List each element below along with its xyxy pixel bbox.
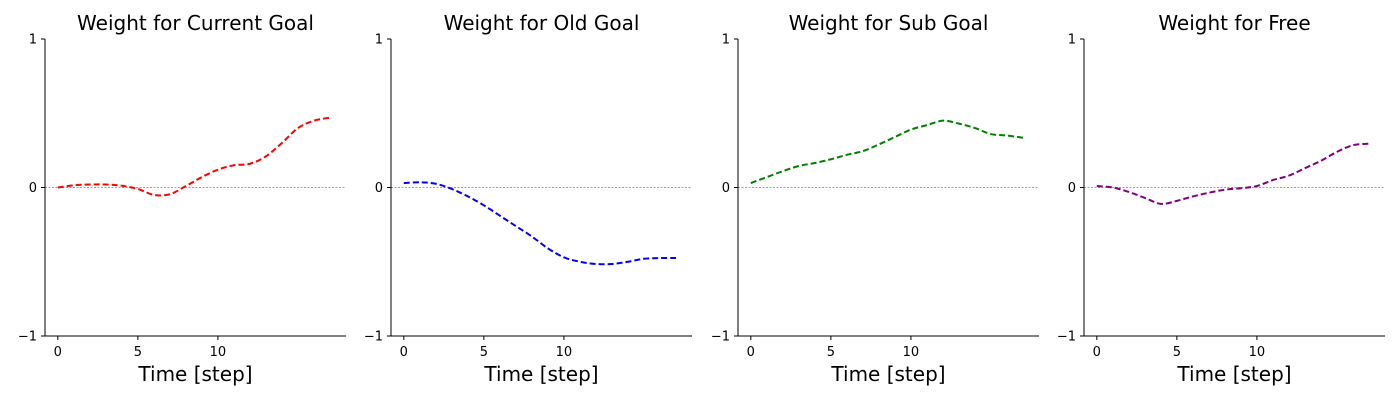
chart-title: Weight for Old Goal (444, 11, 640, 35)
series-line (750, 119, 1024, 184)
x-tick-label: 0 (747, 345, 755, 360)
y-tick-label: 0 (375, 181, 383, 196)
y-tick-label: 0 (29, 181, 37, 196)
series-line (57, 116, 331, 197)
x-tick-label: 5 (1173, 345, 1181, 360)
y-tick-label: 1 (29, 33, 37, 48)
y-tick-label: 1 (375, 33, 383, 48)
y-tick-label: 0 (722, 181, 730, 196)
x-tick-label: 10 (903, 345, 920, 360)
y-tick-label: −1 (364, 330, 383, 345)
chart-title: Weight for Free (1158, 11, 1310, 35)
chart-title: Weight for Sub Goal (789, 11, 989, 35)
y-tick-label: −1 (711, 330, 730, 345)
x-tick-label: 5 (827, 345, 835, 360)
x-tick-label: 0 (54, 345, 62, 360)
x-axis-label: Time [step] (830, 362, 945, 386)
x-tick-label: 5 (134, 345, 142, 360)
y-tick-label: 0 (1068, 181, 1076, 196)
x-axis-label: Time [step] (137, 362, 252, 386)
x-tick-label: 5 (480, 345, 488, 360)
x-tick-label: 10 (210, 345, 227, 360)
x-tick-label: 0 (400, 345, 408, 360)
y-tick-label: 1 (722, 33, 730, 48)
y-tick-label: −1 (1057, 330, 1076, 345)
x-axis-label: Time [step] (483, 362, 598, 386)
series-line (403, 181, 676, 266)
x-tick-label: 10 (556, 345, 573, 360)
y-tick-label: −1 (18, 330, 37, 345)
x-axis-label: Time [step] (1176, 362, 1291, 386)
y-tick-label: 1 (1068, 33, 1076, 48)
series-line (1096, 142, 1370, 205)
x-tick-label: 0 (1093, 345, 1101, 360)
x-tick-label: 10 (1249, 345, 1266, 360)
chart-title: Weight for Current Goal (77, 11, 314, 35)
